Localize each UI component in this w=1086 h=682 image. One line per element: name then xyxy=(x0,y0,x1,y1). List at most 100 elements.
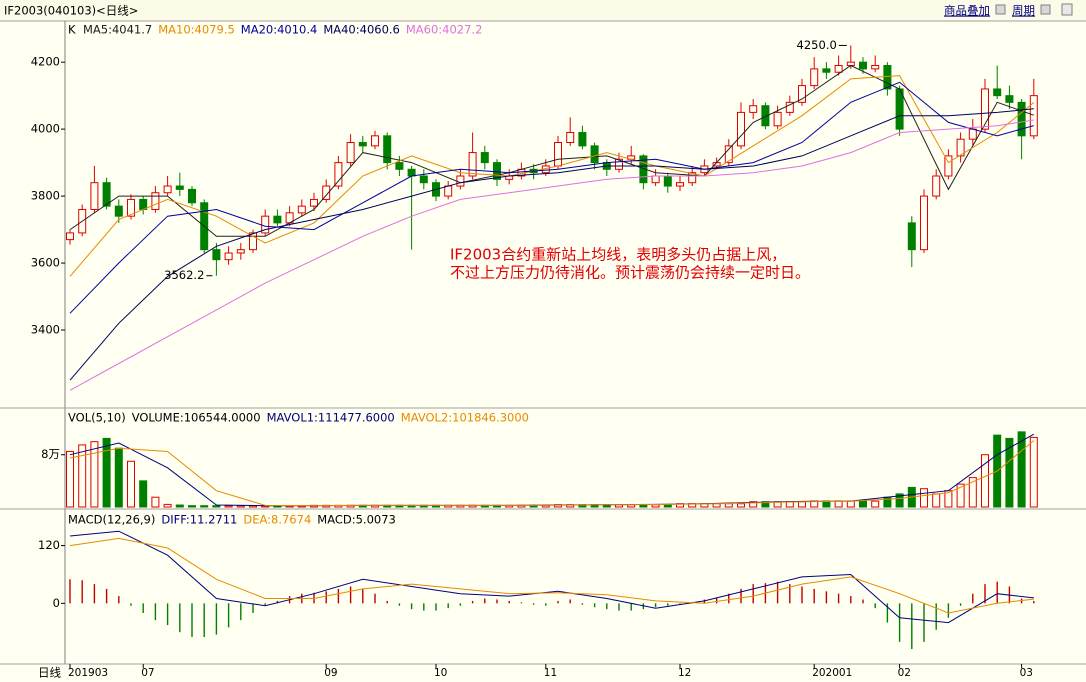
annotation: 4250.0 xyxy=(797,38,837,52)
candle-body xyxy=(920,195,928,251)
ma-line xyxy=(69,440,1035,507)
x-tick-label: 12 xyxy=(678,667,691,679)
x-tick-label: 03 xyxy=(1020,667,1033,679)
candle-body xyxy=(822,68,831,73)
y-tick-label: 120 xyxy=(38,538,60,552)
volume-bar xyxy=(651,504,660,508)
y-tick-label: 3400 xyxy=(31,323,60,337)
x-tick-label: 07 xyxy=(141,667,154,679)
volume-bar xyxy=(895,493,904,508)
menu-overlay[interactable]: 商品叠加 xyxy=(944,4,990,18)
ma-line xyxy=(69,81,1034,314)
candle-body xyxy=(395,162,404,170)
candle-body xyxy=(444,185,453,197)
x-tick-label: 02 xyxy=(898,667,911,679)
x-tick-label: 10 xyxy=(434,667,447,679)
volume-bar xyxy=(200,505,209,508)
x-tick-label: 09 xyxy=(324,667,337,679)
candle-body xyxy=(798,85,806,103)
candle-body xyxy=(310,198,318,207)
volume-bar xyxy=(871,500,880,508)
candle-body xyxy=(871,65,880,70)
legend-entry: MA60:4027.2 xyxy=(406,23,483,37)
volume-bar xyxy=(749,501,758,508)
candle-body xyxy=(334,162,343,187)
volume-bar xyxy=(737,503,745,508)
x-tick-label: 201903 xyxy=(68,667,108,679)
candle-body xyxy=(249,232,257,251)
menu-icon[interactable] xyxy=(1040,4,1051,15)
candle-body xyxy=(773,111,782,127)
volume-bar xyxy=(920,488,928,508)
commentary: IF2003合约重新站上均线，表明多头仍占据上风， xyxy=(450,246,786,264)
candle-body xyxy=(346,142,355,164)
x-tick-label: 11 xyxy=(544,667,557,679)
candle-body xyxy=(663,175,672,187)
volume-bar xyxy=(724,503,733,508)
ma-line xyxy=(69,530,1034,624)
candle-body xyxy=(554,142,562,167)
candle-body xyxy=(981,88,989,130)
legend-entry: DEA:8.7674 xyxy=(243,513,311,527)
candle-body xyxy=(737,111,745,147)
candle-body xyxy=(1005,95,1014,103)
candle-body xyxy=(724,145,733,164)
legend-entry: MA10:4079.5 xyxy=(158,23,235,37)
candle-body xyxy=(66,232,74,241)
candle-body xyxy=(273,215,282,224)
candle-body xyxy=(993,88,1002,97)
candle-body xyxy=(676,182,684,187)
menu-icon[interactable] xyxy=(995,4,1006,15)
volume-bar xyxy=(956,483,965,508)
candle-body xyxy=(956,138,965,157)
y-tick-label: 4200 xyxy=(31,55,60,69)
candle-body xyxy=(859,61,867,70)
x-tick-label: 202001 xyxy=(812,667,852,679)
candle-body xyxy=(419,175,428,184)
candle-body xyxy=(297,205,306,214)
candle-body xyxy=(114,205,123,217)
volume-bar xyxy=(102,437,111,508)
candle-body xyxy=(175,185,184,190)
legend-entry: MAVOL2:101846.3000 xyxy=(401,411,529,425)
period-label: 日线 xyxy=(38,666,61,680)
candle-body xyxy=(1017,101,1026,137)
candle-body xyxy=(371,135,379,147)
legend-entry: MA40:4060.6 xyxy=(323,23,400,37)
volume-bar xyxy=(114,447,123,508)
candle-body xyxy=(480,152,489,164)
candle-body xyxy=(358,142,367,147)
panel-label: K xyxy=(68,23,76,37)
candle-body xyxy=(127,198,135,217)
volume-bar xyxy=(1005,437,1014,508)
legend-entry: MAVOL1:111477.6000 xyxy=(267,411,395,425)
y-tick-label: 8万 xyxy=(41,447,60,461)
candle-body xyxy=(578,131,587,147)
window-button[interactable] xyxy=(1061,3,1073,16)
volume-bar xyxy=(224,505,233,508)
candle-body xyxy=(493,162,501,180)
volume-bar xyxy=(236,505,245,508)
candle-body xyxy=(566,131,575,144)
legend-entry: MACD(12,26,9) xyxy=(68,513,155,527)
candle-body xyxy=(883,65,892,90)
ma-line xyxy=(69,537,1034,614)
candle-body xyxy=(102,182,111,207)
volume-bar xyxy=(139,480,148,508)
top-bar xyxy=(0,0,1086,21)
volume-bar xyxy=(163,503,172,508)
ma-line xyxy=(69,64,1034,237)
volume-bar xyxy=(66,450,74,508)
candle-body xyxy=(932,175,941,197)
candle-body xyxy=(651,175,660,184)
volume-bar xyxy=(834,500,843,508)
volume-bar xyxy=(663,504,672,508)
menu-period[interactable]: 周期 xyxy=(1012,4,1035,18)
candle-body xyxy=(688,172,697,184)
candle-body xyxy=(224,252,233,261)
ma-line xyxy=(69,75,1035,277)
volume-bar xyxy=(78,444,87,508)
volume-bar xyxy=(90,441,99,508)
ma-line xyxy=(69,119,1034,391)
